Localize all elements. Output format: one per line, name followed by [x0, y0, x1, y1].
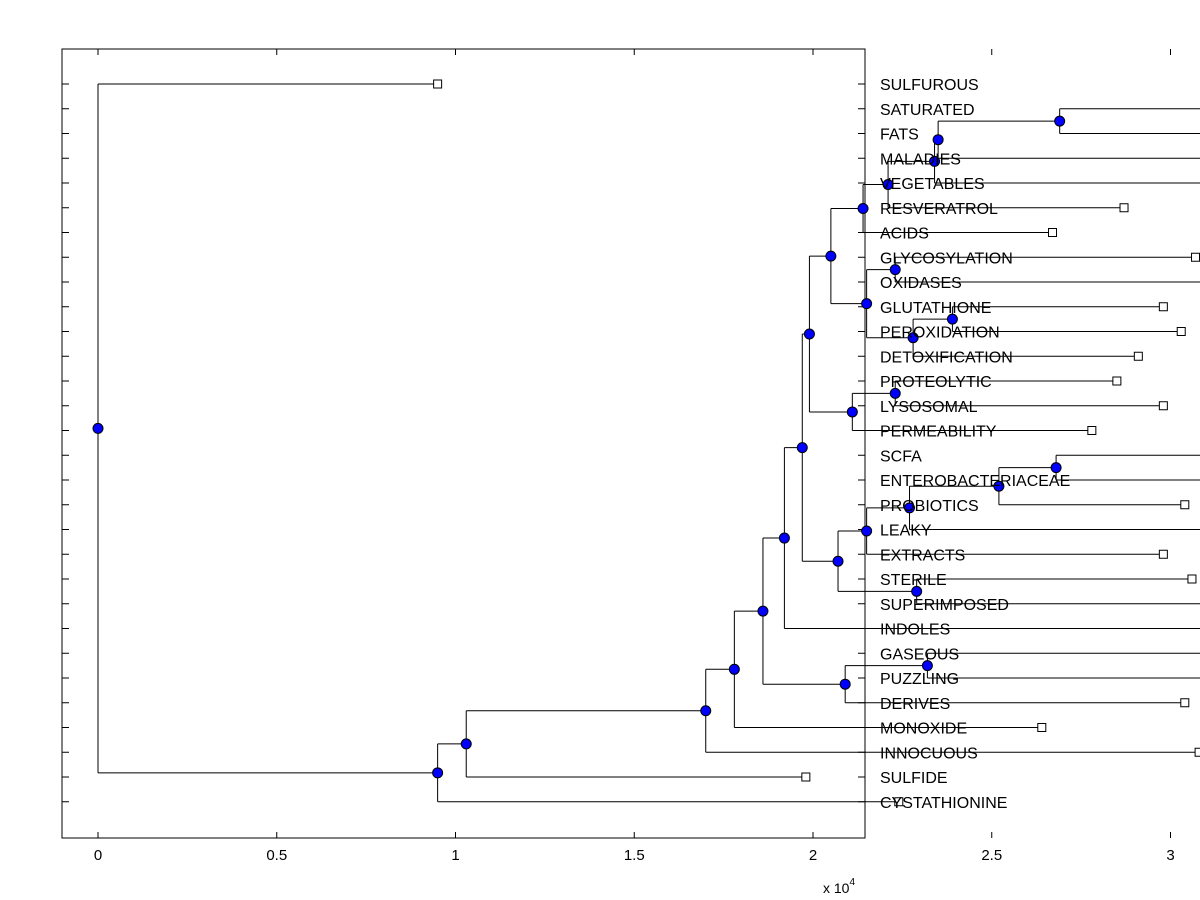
- leaf-marker: [1048, 228, 1058, 237]
- dendrogram-links: [97, 83, 1200, 803]
- merge-node: [803, 328, 815, 340]
- x-tick-label: 0.5: [266, 847, 287, 864]
- merge-node: [778, 532, 790, 544]
- leaf-labels: SULFUROUS SATURATED FATS MALADIES VEGETABLES…: [880, 77, 1070, 812]
- leaf-label: STERILE: [880, 572, 947, 589]
- merge-node: [882, 179, 894, 191]
- leaf-marker: [1187, 574, 1197, 584]
- leaf-label: CYSTATHIONINE: [880, 795, 1007, 812]
- leaf-label: GASEOUS: [880, 646, 959, 663]
- leaf-marker: [1087, 426, 1097, 435]
- leaf-label: PUZZLING: [880, 671, 959, 688]
- merge-node: [1050, 462, 1062, 474]
- x-tick-label: 2: [809, 847, 817, 864]
- leaf-label: ACIDS: [880, 226, 929, 243]
- merge-node: [889, 264, 901, 276]
- leaf-label: GLUTATHIONE: [880, 300, 991, 317]
- leaf-label: SATURATED: [880, 102, 975, 119]
- leaf-marker: [1119, 203, 1129, 213]
- leaf-label: SUPERIMPOSED: [880, 597, 1009, 614]
- merge-node: [907, 332, 919, 344]
- merge-node: [796, 442, 808, 454]
- x-tick-label: 2.5: [981, 847, 1002, 864]
- leaf-marker: [894, 797, 904, 807]
- leaf-marker: [1158, 549, 1168, 559]
- merge-node: [825, 250, 837, 262]
- leaf-marker: [1180, 698, 1190, 708]
- leaf-label: SCFA: [880, 448, 922, 465]
- leaf-label: PROTEOLYTIC: [880, 374, 992, 391]
- leaf-label: INNOCUOUS: [880, 745, 978, 762]
- leaf-marker: [1037, 723, 1047, 732]
- leaf-label: PERMEABILITY: [880, 424, 997, 441]
- leaf-label: PROBIOTICS: [880, 498, 979, 515]
- leaf-marker: [1133, 351, 1143, 361]
- merge-node: [757, 605, 769, 617]
- leaf-marker: [1191, 252, 1200, 262]
- merge-node: [460, 738, 472, 750]
- merge-node: [846, 406, 858, 418]
- merge-nodes: [92, 115, 1066, 779]
- leaf-label: PEROXIDATION: [880, 325, 1000, 342]
- x-tick-label: 1: [451, 847, 459, 864]
- merge-node: [904, 502, 916, 514]
- leaf-marker: [1158, 302, 1168, 312]
- merge-node: [832, 555, 844, 567]
- leaf-label: ENTEROBACTERIACEAE: [880, 473, 1070, 490]
- plot-frame: [61, 48, 866, 839]
- leaf-label: MALADIES: [880, 151, 961, 168]
- leaf-marker: [1194, 747, 1200, 757]
- x-tick-label: 3: [1166, 847, 1174, 864]
- leaf-label: OXIDASES: [880, 275, 962, 292]
- x-tick-label: 1.5: [624, 847, 645, 864]
- merge-node: [839, 678, 851, 690]
- leaf-label: INDOLES: [880, 622, 950, 639]
- leaf-label: RESVERATROL: [880, 201, 998, 218]
- leaf-label: SULFUROUS: [880, 77, 979, 94]
- leaf-label: EXTRACTS: [880, 547, 965, 564]
- merge-node: [700, 705, 712, 717]
- y-axis: [62, 83, 865, 803]
- merge-node: [929, 155, 941, 167]
- leaf-label: LYSOSOMAL: [880, 399, 978, 416]
- merge-node: [1054, 115, 1066, 127]
- leaf-marker: [433, 79, 443, 89]
- leaf-label: VEGETABLES: [880, 176, 985, 193]
- leaf-label: DERIVES: [880, 696, 950, 713]
- merge-node: [728, 663, 740, 675]
- leaf-label: FATS: [880, 127, 919, 144]
- leaf-markers: [433, 79, 1200, 807]
- x-axis: 00.511.522.533.54: [94, 49, 1175, 864]
- merge-node: [889, 387, 901, 399]
- x-scale-factor: x 104: [823, 877, 855, 896]
- merge-node: [861, 298, 873, 310]
- merge-node: [993, 480, 1005, 492]
- leaf-marker: [1112, 376, 1122, 386]
- merge-node: [861, 525, 873, 537]
- merge-node: [932, 134, 944, 146]
- merge-node: [921, 660, 933, 672]
- merge-node: [911, 585, 923, 597]
- merge-node: [432, 767, 444, 779]
- merge-node: [92, 422, 104, 434]
- merge-node: [946, 313, 958, 325]
- leaf-marker: [801, 772, 811, 782]
- leaf-marker: [1180, 500, 1190, 510]
- merge-node: [857, 203, 869, 215]
- leaf-label: DETOXIFICATION: [880, 349, 1013, 366]
- leaf-label: LEAKY: [880, 523, 932, 540]
- x-tick-label: 0: [94, 847, 102, 864]
- leaf-label: SULFIDE: [880, 770, 948, 787]
- leaf-marker: [1158, 401, 1168, 411]
- leaf-label: MONOXIDE: [880, 721, 967, 738]
- leaf-marker: [1176, 327, 1186, 336]
- leaf-label: GLYCOSYLATION: [880, 250, 1013, 267]
